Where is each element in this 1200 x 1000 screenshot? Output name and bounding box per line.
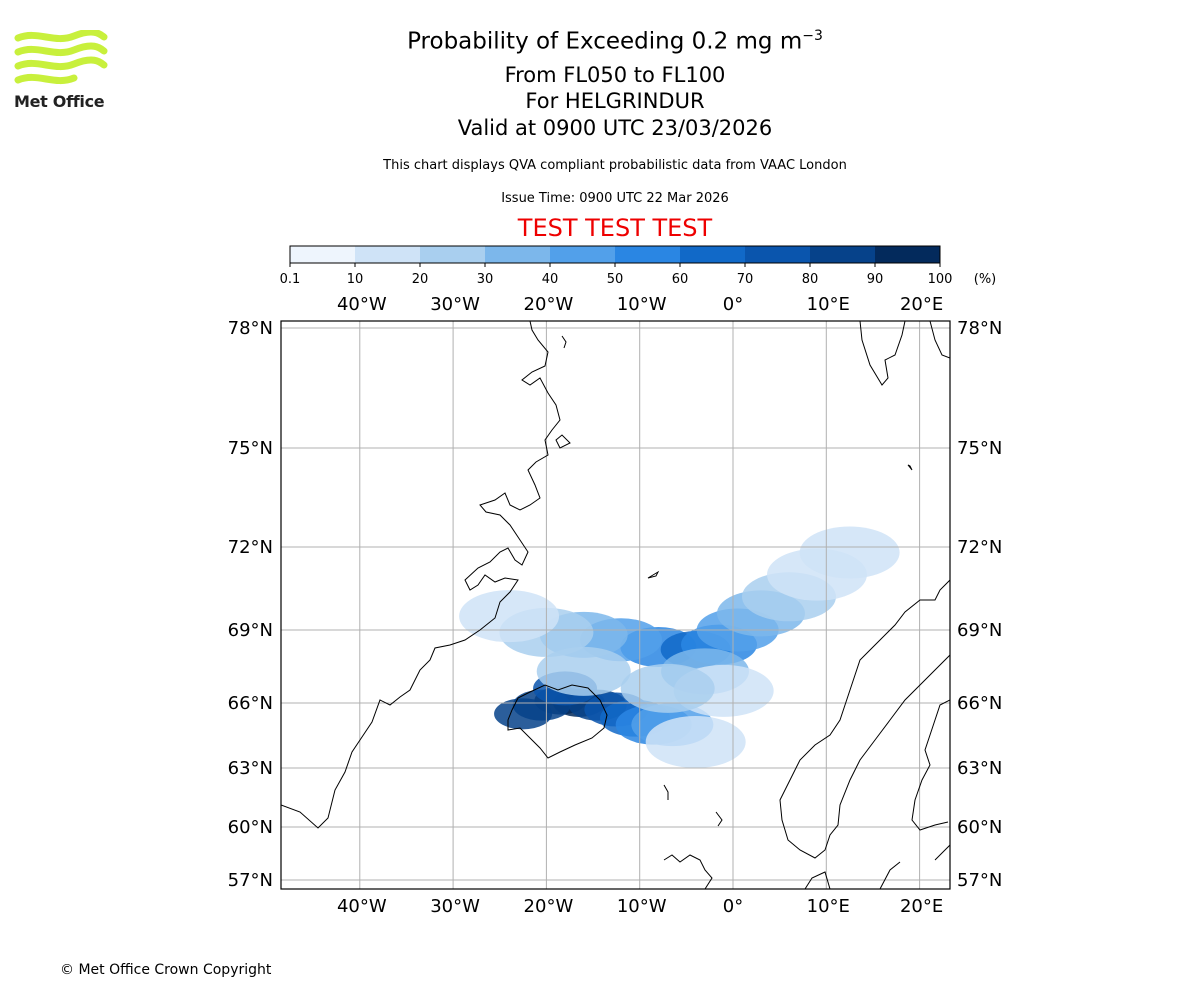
- colorbar-tick-label: 10: [347, 272, 364, 287]
- colorbar-segment: [680, 246, 745, 263]
- colorbar-segment: [420, 246, 485, 263]
- lon-label-bottom: 20°E: [900, 896, 943, 917]
- plume-cell: [645, 716, 746, 768]
- lon-label-bottom: 30°W: [430, 896, 480, 917]
- colorbar-segment: [615, 246, 680, 263]
- lon-label-top: 20°W: [524, 294, 574, 315]
- lat-label-left: 57°N: [228, 870, 273, 891]
- lat-label-right: 75°N: [957, 438, 1002, 459]
- lat-label-left: 72°N: [228, 537, 273, 558]
- colorbar-segment: [550, 246, 615, 263]
- colorbar-tick-label: 20: [412, 272, 429, 287]
- lat-label-left: 75°N: [228, 438, 273, 459]
- valid-time: Valid at 0900 UTC 23/03/2026: [457, 116, 773, 140]
- lon-label-top: 30°W: [430, 294, 480, 315]
- volcano-name: For HELGRINDUR: [525, 89, 705, 113]
- colorbar-tick-label: 0.1: [280, 272, 301, 287]
- lat-label-right: 60°N: [957, 817, 1002, 838]
- plume-cell: [620, 663, 715, 713]
- lon-label-bottom: 40°W: [337, 896, 387, 917]
- colorbar-tick-label: 80: [802, 272, 819, 287]
- met-office-logo-text: Met Office: [14, 92, 105, 111]
- chart-title: Probability of Exceeding 0.2 mg m−3: [407, 28, 823, 55]
- lat-label-right: 78°N: [957, 318, 1002, 339]
- iceland-coastline: [507, 684, 608, 759]
- norway-coastline: [779, 579, 950, 859]
- colorbar-tick-label: 90: [867, 272, 884, 287]
- colorbar-tick-label: 70: [737, 272, 754, 287]
- coastlines: [281, 321, 950, 889]
- plume-cell: [799, 526, 900, 579]
- lon-label-top: 0°: [723, 294, 743, 315]
- axis-labels: 40°W 40°W 30°W 30°W 20°W 20°W 10°W 10°W 0° 0° 10°E…: [228, 294, 1003, 917]
- lat-label-left: 63°N: [228, 758, 273, 779]
- flight-level-range: From FL050 to FL100: [504, 63, 726, 87]
- issue-time: Issue Time: 0900 UTC 22 Mar 2026: [501, 191, 729, 206]
- colorbar-tick-label: 50: [607, 272, 624, 287]
- colorbar-tick-label: 100: [928, 272, 953, 287]
- colorbar-segment: [875, 246, 940, 263]
- map-frame: [280, 320, 951, 890]
- lon-label-top: 10°W: [617, 294, 667, 315]
- lon-label-bottom: 20°W: [524, 896, 574, 917]
- colorbar-tick-label: 40: [542, 272, 559, 287]
- lat-label-right: 66°N: [957, 693, 1002, 714]
- colorbar-segment: [355, 246, 420, 263]
- test-banner: TEST TEST TEST: [517, 214, 713, 242]
- lat-label-right: 57°N: [957, 870, 1002, 891]
- lat-label-left: 69°N: [228, 620, 273, 641]
- colorbar-segment: [745, 246, 810, 263]
- colorbar-segment: [485, 246, 550, 263]
- lat-label-left: 78°N: [228, 318, 273, 339]
- lat-label-right: 72°N: [957, 537, 1002, 558]
- colorbar-unit: (%): [974, 272, 997, 287]
- disclaimer-text: This chart displays QVA compliant probab…: [383, 158, 847, 173]
- colorbar-segment: [290, 246, 355, 263]
- lon-label-top: 40°W: [337, 294, 387, 315]
- colorbar-segment: [810, 246, 875, 263]
- greenland-coastline: [281, 321, 561, 829]
- lat-label-right: 63°N: [957, 758, 1002, 779]
- colorbar-tick-label: 30: [477, 272, 494, 287]
- lat-label-left: 66°N: [228, 693, 273, 714]
- plume-cell: [459, 590, 560, 643]
- plume-cell: [536, 646, 631, 696]
- lat-label-right: 69°N: [957, 620, 1002, 641]
- svalbard-coastline: [859, 321, 906, 386]
- lon-label-bottom: 10°E: [807, 896, 850, 917]
- met-office-logo-icon: [14, 30, 108, 85]
- graticule: [281, 321, 950, 889]
- colorbar-tick-label: 60: [672, 272, 689, 287]
- lon-label-top: 20°E: [900, 294, 943, 315]
- lat-label-left: 60°N: [228, 817, 273, 838]
- lon-label-bottom: 10°W: [617, 896, 667, 917]
- scotland-coastline: [663, 854, 713, 889]
- lon-label-top: 10°E: [807, 294, 850, 315]
- ash-probability-plume: [459, 526, 900, 768]
- lon-label-bottom: 0°: [723, 896, 743, 917]
- colorbar: 0.1 10 20 30 40 50 60 70 80 90 100 (%): [280, 245, 997, 287]
- copyright-notice: © Met Office Crown Copyright: [60, 962, 272, 978]
- plume-cell: [494, 698, 553, 730]
